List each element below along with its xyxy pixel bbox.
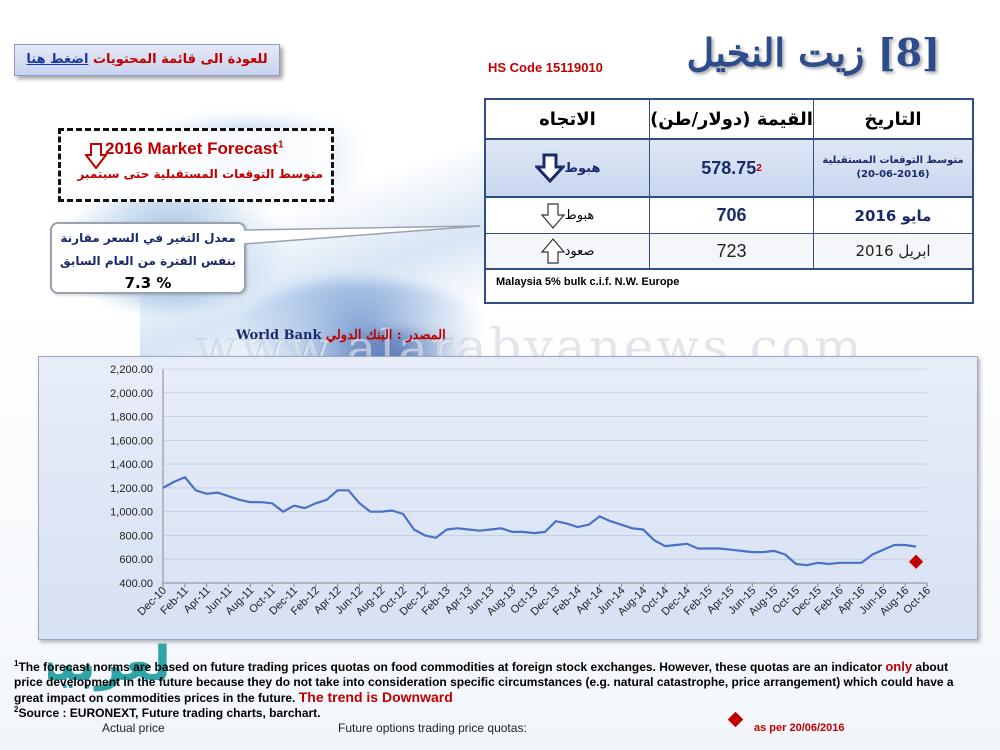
back-text: للعودة الى قائمة المحتويات <box>92 52 268 67</box>
series-line-actual-price <box>162 476 917 567</box>
forecast-title: 2016 Market Forecast1 <box>105 139 284 158</box>
table-header-row: الاتجاه القيمة (دولار/طن) التاريخ <box>486 100 972 140</box>
up-arrow-icon <box>540 238 565 264</box>
value-cell: 706 <box>649 198 813 233</box>
down-arrow-icon <box>540 202 565 229</box>
y-tick-label: 2,000.00 <box>110 388 153 400</box>
down-arrow-icon <box>85 143 107 169</box>
direction-cell: صعود <box>486 234 649 268</box>
footnote-1: 1The forecast norms are based on future … <box>14 659 954 705</box>
trend-label: The trend is Downward <box>298 689 453 705</box>
header-date: التاريخ <box>813 100 972 138</box>
alarabiya-logo: العربية <box>48 636 168 692</box>
callout-line-1: معدل التغير في السعر مقارنة <box>60 231 236 245</box>
legend-future-quotas: Future options trading price quotas: <box>338 721 527 735</box>
forecast-value: 578.75 2 <box>649 140 813 196</box>
y-tick-label: 1,400.00 <box>110 459 153 471</box>
forecast-subtitle: متوسط التوقعات المستقبلية حتى سبتمبر <box>77 167 323 181</box>
callout-value: 7.3 % <box>124 274 172 292</box>
date-cell: مايو 2016 <box>813 198 972 233</box>
direction-cell: هبوط <box>486 198 649 233</box>
header-value: القيمة (دولار/طن) <box>649 100 813 138</box>
legend-diamond-marker <box>727 711 744 728</box>
callout-line-2: بنفس الفترة من العام السابق <box>60 254 236 268</box>
y-tick-label: 600.00 <box>119 554 153 566</box>
y-tick-label: 800.00 <box>119 530 153 542</box>
header-direction: الاتجاه <box>539 108 596 130</box>
date-cell: ابريل 2016 <box>813 234 972 268</box>
forecast-point <box>909 554 924 569</box>
price-table: الاتجاه القيمة (دولار/طن) التاريخ هبوط 5… <box>484 98 974 304</box>
y-tick-label: 400.00 <box>119 578 153 590</box>
back-to-contents[interactable]: للعودة الى قائمة المحتويات اضغط هنا <box>14 44 280 76</box>
table-row: هبوط 706 مايو 2016 <box>486 198 972 234</box>
forecast-direction-cell: هبوط <box>486 140 649 196</box>
change-callout: معدل التغير في السعر مقارنة بنفس الفترة … <box>50 222 246 294</box>
legend-as-per-date: as per 20/06/2016 <box>754 722 845 734</box>
table-note-row: Malaysia 5% bulk c.i.f. N.W. Europe <box>486 270 972 304</box>
down-arrow-icon <box>534 153 565 183</box>
chart-source: المصدر : البنك الدولي World Bank <box>236 328 446 343</box>
y-tick-label: 1,800.00 <box>110 412 153 424</box>
value-cell: 723 <box>649 234 813 268</box>
forecast-date: متوسط التوقعات المستقبلية (20-06-2016) <box>813 140 972 196</box>
y-tick-label: 1,200.00 <box>110 483 153 495</box>
y-tick-label: 1,600.00 <box>110 435 153 447</box>
table-row-forecast: هبوط 578.75 2 متوسط التوقعات المستقبلية (… <box>486 140 972 198</box>
table-note: Malaysia 5% bulk c.i.f. N.W. Europe <box>496 276 680 288</box>
line-chart: 2,200.00 2,000.00 1,800.00 1,600.00 1,400.00… <box>110 364 933 618</box>
hs-code: HS Code 15119010 <box>488 60 603 75</box>
direction-text: صعود <box>564 243 595 259</box>
y-tick-label: 2,200.00 <box>110 364 153 376</box>
back-link[interactable]: اضغط هنا <box>26 52 89 67</box>
legend-actual-price: Actual price <box>102 721 165 735</box>
forecast-direction: هبوط <box>564 160 601 176</box>
direction-text: هبوط <box>564 208 595 223</box>
page-title: [8] زيت النخيل <box>686 30 941 75</box>
y-tick-label: 1,000.00 <box>110 507 153 519</box>
callout-pointer <box>244 225 481 245</box>
price-chart: 2,200.00 2,000.00 1,800.00 1,600.00 1,400.00… <box>38 356 978 640</box>
forecast-box: 2016 Market Forecast1 متوسط التوقعات الم… <box>58 128 334 202</box>
table-row: صعود 723 ابريل 2016 <box>486 234 972 270</box>
svg-text:العربية: العربية <box>48 636 168 692</box>
footnote-2: 2Source : EURONEXT, Future trading chart… <box>14 705 321 720</box>
